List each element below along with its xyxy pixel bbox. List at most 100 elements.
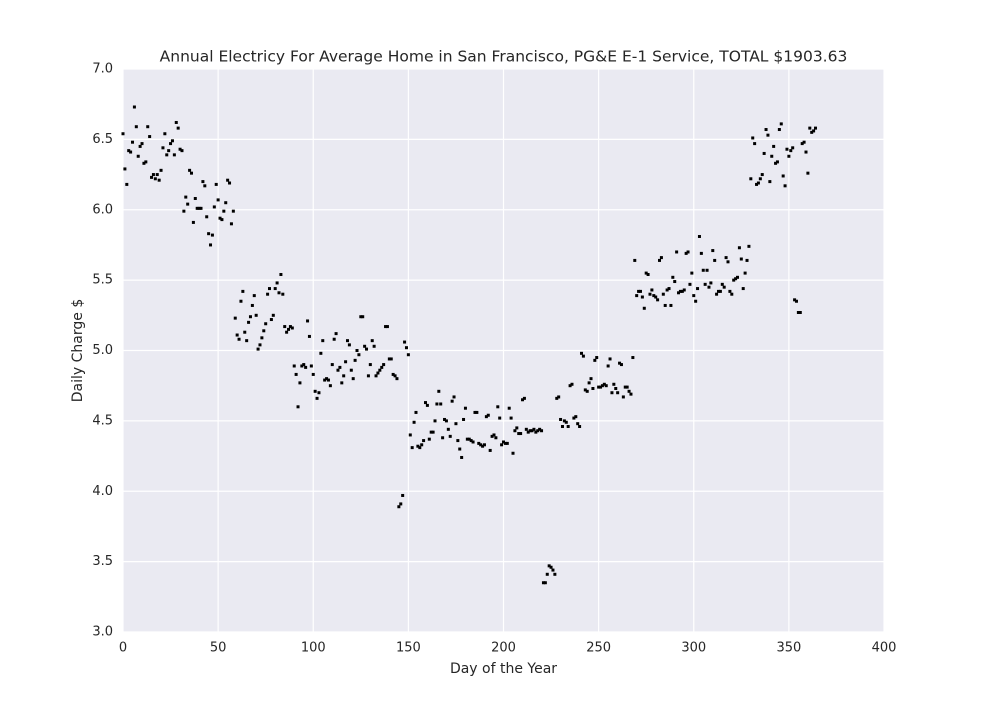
- point: [235, 333, 239, 337]
- point: [570, 382, 574, 386]
- point: [378, 368, 382, 372]
- point: [638, 289, 642, 293]
- point: [340, 381, 344, 385]
- point: [180, 149, 184, 153]
- point: [463, 406, 467, 410]
- point: [321, 339, 325, 343]
- point: [435, 402, 439, 406]
- point: [197, 206, 201, 210]
- point: [547, 564, 551, 568]
- point: [188, 168, 192, 172]
- point: [724, 256, 728, 260]
- point: [399, 502, 403, 506]
- point: [260, 336, 264, 340]
- point: [812, 129, 816, 133]
- point: [326, 378, 330, 382]
- point: [612, 382, 616, 386]
- point: [334, 332, 338, 336]
- point: [640, 295, 644, 299]
- point: [633, 258, 637, 262]
- point: [412, 420, 416, 424]
- point: [245, 339, 249, 343]
- point: [629, 392, 633, 396]
- point: [279, 272, 283, 276]
- point: [267, 287, 271, 291]
- x-tick-label: 350: [776, 641, 801, 656]
- point: [716, 289, 720, 293]
- point: [203, 184, 207, 188]
- point: [477, 441, 481, 445]
- point: [418, 446, 422, 450]
- point: [541, 581, 545, 585]
- point: [779, 122, 783, 126]
- point: [500, 443, 504, 447]
- point: [783, 184, 787, 188]
- point: [494, 436, 498, 440]
- point: [730, 292, 734, 296]
- point: [351, 377, 355, 381]
- point: [739, 257, 743, 261]
- point: [264, 322, 268, 326]
- point: [332, 337, 336, 341]
- point: [131, 140, 135, 144]
- point: [159, 168, 163, 172]
- point: [709, 281, 713, 285]
- chart-title: Annual Electricy For Average Home in San…: [160, 48, 848, 66]
- point: [275, 281, 279, 285]
- point: [277, 291, 281, 295]
- y-tick-label: 5.0: [92, 343, 113, 358]
- point: [562, 419, 566, 423]
- point: [600, 384, 604, 388]
- point: [370, 339, 374, 343]
- point: [448, 434, 452, 438]
- point: [309, 364, 313, 368]
- y-tick-label: 7.0: [92, 62, 113, 77]
- point: [749, 177, 753, 181]
- point: [287, 327, 291, 331]
- point: [618, 361, 622, 365]
- point: [530, 429, 534, 433]
- point: [184, 195, 188, 199]
- point: [429, 430, 433, 434]
- point: [420, 443, 424, 447]
- point: [380, 365, 384, 369]
- point: [635, 294, 639, 298]
- point: [543, 581, 547, 585]
- point: [656, 298, 660, 302]
- point: [551, 568, 555, 572]
- point: [652, 294, 656, 298]
- point: [745, 258, 749, 262]
- point: [658, 258, 662, 262]
- point: [163, 132, 167, 136]
- point: [368, 363, 372, 367]
- point: [328, 384, 332, 388]
- point: [146, 125, 150, 129]
- point: [342, 374, 346, 378]
- point: [248, 315, 252, 319]
- x-axis-label: Day of the Year: [450, 661, 557, 677]
- point: [456, 439, 460, 443]
- point: [237, 337, 241, 341]
- point: [694, 299, 698, 303]
- point: [585, 389, 589, 393]
- point: [572, 416, 576, 420]
- point: [540, 429, 544, 433]
- point: [574, 415, 578, 419]
- point: [675, 250, 679, 254]
- point: [528, 429, 532, 433]
- point: [425, 403, 429, 407]
- point: [410, 446, 414, 450]
- point: [353, 358, 357, 362]
- point: [273, 287, 277, 291]
- point: [212, 205, 216, 209]
- point: [169, 142, 173, 146]
- point: [718, 289, 722, 293]
- point: [404, 346, 408, 350]
- point: [762, 151, 766, 155]
- point: [496, 405, 500, 409]
- point: [667, 287, 671, 291]
- point: [699, 251, 703, 255]
- point: [785, 147, 789, 151]
- point: [697, 234, 701, 238]
